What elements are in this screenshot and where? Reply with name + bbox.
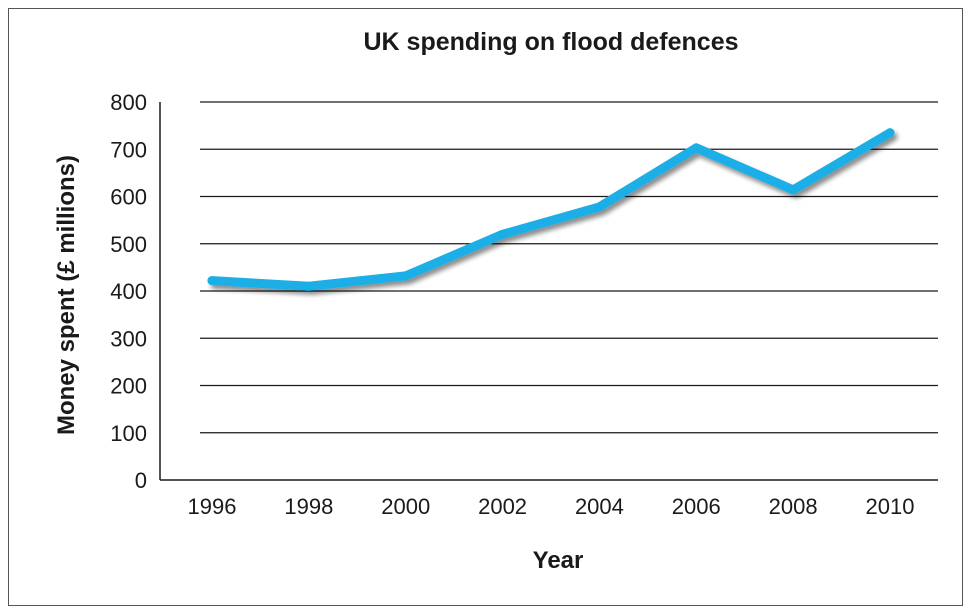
- x-tick-label: 2002: [478, 494, 527, 519]
- data-point: [498, 229, 508, 239]
- data-point: [304, 281, 314, 291]
- x-tick-label: 2004: [575, 494, 624, 519]
- data-point: [401, 271, 411, 281]
- y-tick-label: 600: [110, 185, 147, 210]
- data-point: [207, 276, 217, 286]
- x-tick-label: 2000: [381, 494, 430, 519]
- data-point: [788, 185, 798, 195]
- x-tick-label: 1998: [284, 494, 333, 519]
- x-tick-label: 2010: [866, 494, 915, 519]
- chart-title: UK spending on flood defences: [363, 28, 738, 56]
- data-point: [691, 143, 701, 153]
- y-tick-label: 700: [110, 137, 147, 162]
- y-tick-label: 300: [110, 326, 147, 351]
- x-axis-title: Year: [533, 547, 584, 574]
- y-tick-label: 200: [110, 374, 147, 399]
- x-tick-label: 1996: [188, 494, 237, 519]
- y-axis-title: Money spent (£ millions): [53, 155, 80, 435]
- grid-lines: [159, 101, 938, 481]
- y-tick-label: 500: [110, 232, 147, 257]
- series-layer: [207, 128, 895, 291]
- chart-frame: [8, 8, 963, 606]
- y-tick-label: 0: [135, 468, 147, 493]
- y-tick-label: 400: [110, 279, 147, 304]
- x-tick-label: 2008: [769, 494, 818, 519]
- x-tick-labels: 1996 1998 2000 2002 2004 2006 2008 2010: [188, 494, 915, 519]
- y-tick-labels: 0 100 200 300 400 500 600 700 800: [110, 90, 147, 493]
- y-tick-label: 100: [110, 421, 147, 446]
- y-tick-label: 800: [110, 90, 147, 115]
- data-point: [885, 128, 895, 138]
- x-tick-label: 2006: [672, 494, 721, 519]
- data-point: [594, 202, 604, 212]
- series-line: [207, 128, 895, 291]
